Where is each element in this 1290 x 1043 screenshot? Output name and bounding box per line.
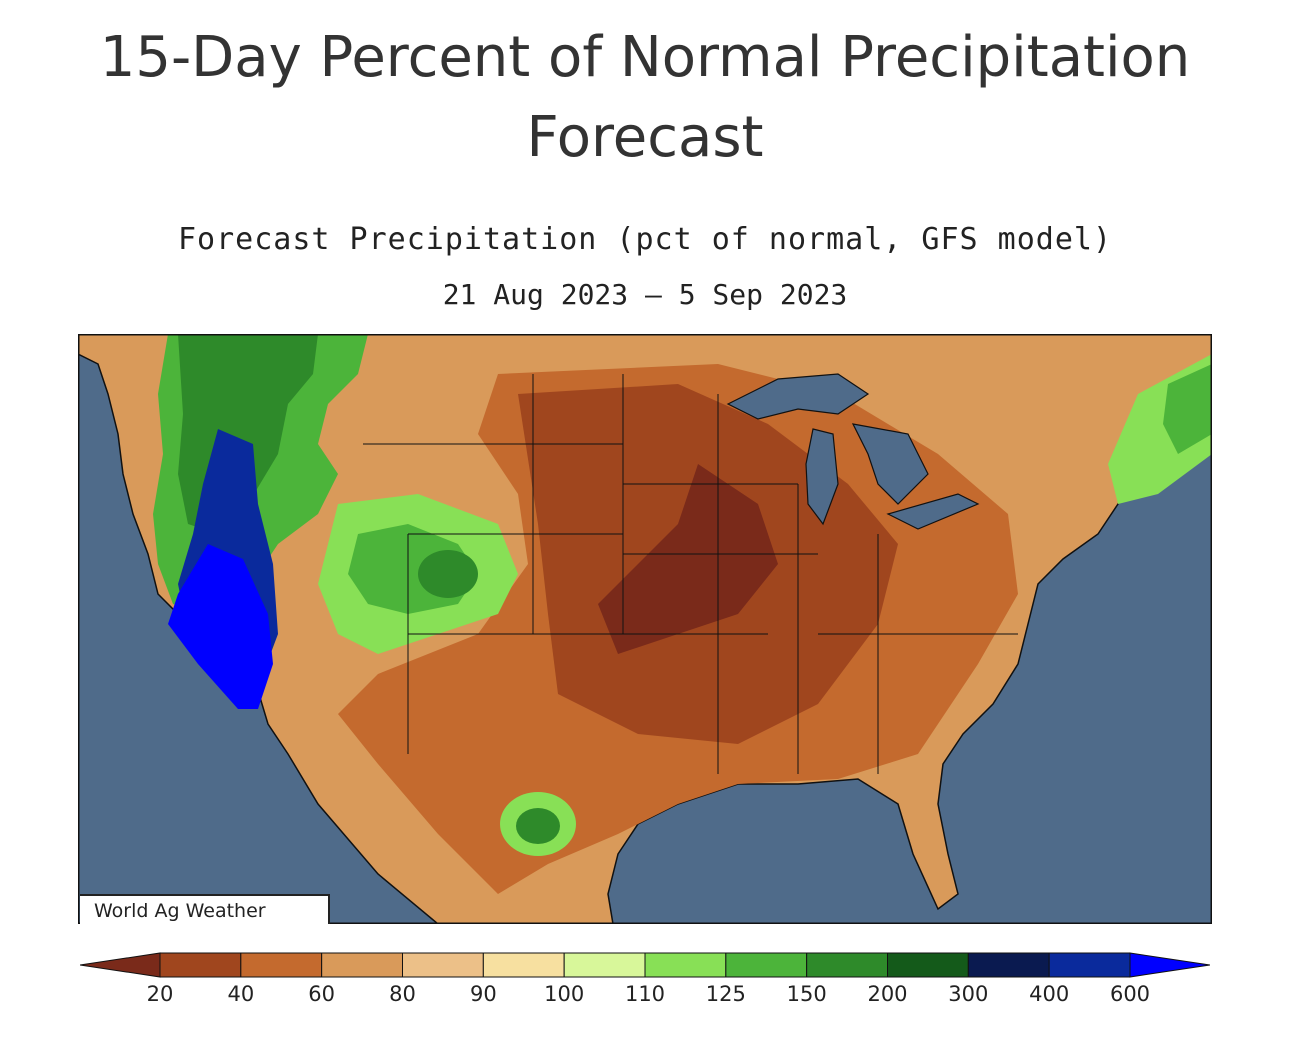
colorbar-segment [1048, 952, 1131, 978]
colorbar-segment [402, 952, 484, 978]
south-texas-wet-core [516, 808, 560, 844]
colorbar-tick-label: 100 [544, 982, 585, 1006]
new-england-very-wet-zone [1163, 364, 1212, 454]
lake-huron [851, 423, 929, 505]
colorbar-tick-label: 80 [389, 982, 416, 1006]
map-title: Forecast Precipitation (pct of normal, G… [177, 222, 1112, 257]
state-borders [363, 374, 1018, 774]
colorbar-tick-label: 40 [227, 982, 255, 1006]
lake-erie [886, 493, 980, 530]
socal-extreme-wet-zone [168, 544, 273, 709]
colorbar-tick-label: 110 [624, 982, 666, 1006]
colorbar-tick-label: 125 [705, 982, 746, 1006]
colorbar [79, 950, 1211, 1010]
lake-michigan [805, 428, 839, 526]
colorbar-tick-label: 60 [308, 982, 336, 1006]
colorbar-segment [482, 952, 565, 978]
colorbar-right-arrow [1129, 952, 1211, 978]
colorbar-svg [79, 952, 1211, 978]
lake-superior [726, 373, 870, 420]
map-border [78, 334, 1212, 924]
precipitation-map [78, 334, 1212, 924]
colorbar-tick-label: 300 [948, 982, 989, 1006]
page-title: 15-Day Percent of Normal Precipitation F… [99, 25, 1191, 170]
map-date-range: 21 Aug 2023 – 5 Sep 2023 [442, 278, 848, 311]
colorbar-segment [563, 952, 646, 978]
central-extreme-dry-zone [598, 464, 778, 654]
credit-label: World Ag Weather [80, 894, 330, 924]
colorbar-segment [967, 952, 1050, 978]
map-svg [78, 334, 1212, 924]
colorado-wet-core [418, 550, 478, 598]
colorbar-tick-label: 90 [469, 982, 497, 1006]
colorbar-segment [240, 952, 323, 978]
colorbar-segment [806, 952, 889, 978]
colorbar-segment [725, 952, 808, 978]
colorbar-tick-label: 150 [786, 982, 827, 1006]
colorbar-tick-label: 400 [1029, 982, 1070, 1006]
colorbar-segment [321, 952, 404, 978]
colorbar-tick-label: 200 [867, 982, 908, 1006]
colorbar-left-arrow [79, 952, 161, 978]
colorbar-tick-label: 600 [1109, 982, 1151, 1006]
colorbar-segment [159, 952, 242, 978]
colorbar-segment [887, 952, 969, 978]
colorbar-segment [644, 952, 727, 978]
colorbar-tick-label: 20 [146, 982, 174, 1006]
